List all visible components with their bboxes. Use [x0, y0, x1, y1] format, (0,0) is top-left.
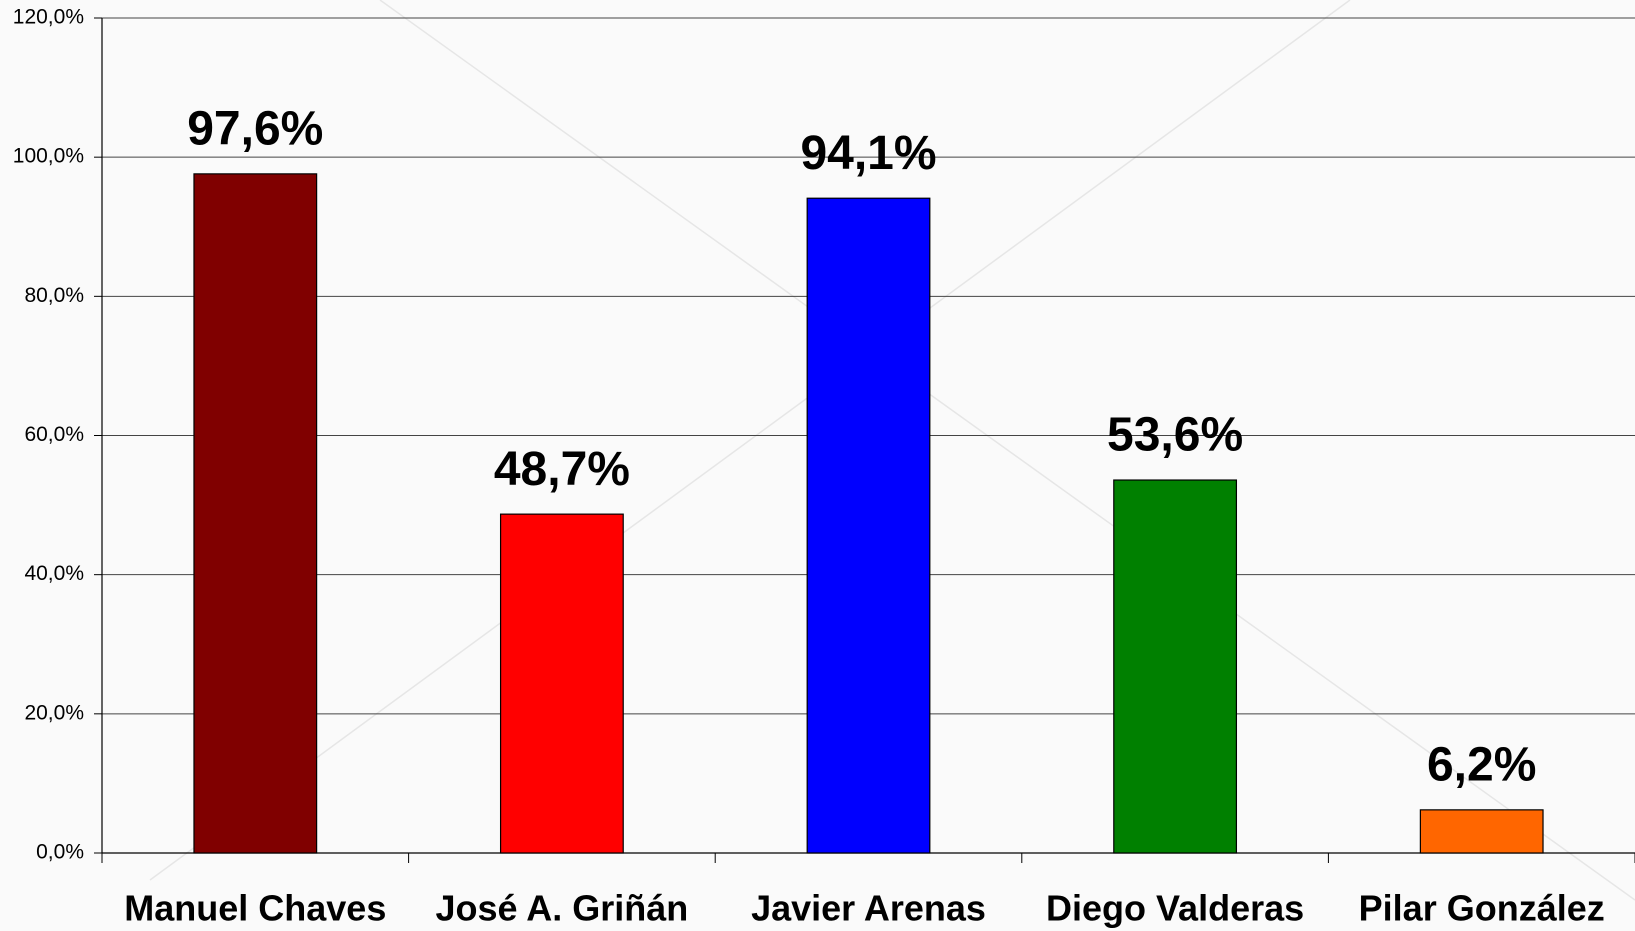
value-label: 97,6%: [187, 103, 323, 156]
bar: [193, 173, 318, 854]
x-tick-label: Pilar González: [1359, 888, 1605, 929]
y-tick-label: 80,0%: [24, 284, 84, 307]
value-label: 6,2%: [1427, 739, 1536, 792]
y-tick-label: 120,0%: [13, 6, 84, 29]
value-label: 53,6%: [1107, 409, 1243, 462]
y-tick-label: 20,0%: [24, 701, 84, 724]
y-tick-label: 100,0%: [13, 145, 84, 168]
bar: [499, 513, 624, 854]
bar: [1419, 809, 1544, 854]
x-tick-label: Diego Valderas: [1046, 888, 1304, 929]
value-label: 94,1%: [800, 127, 936, 180]
x-tick-label: José A. Griñán: [436, 888, 689, 929]
bar: [806, 197, 931, 854]
x-tick-label: Manuel Chaves: [124, 888, 386, 929]
x-tick-label: Javier Arenas: [751, 888, 986, 929]
value-label: 48,7%: [494, 443, 630, 496]
bar: [1113, 479, 1238, 854]
y-tick-label: 60,0%: [24, 423, 84, 446]
y-tick-label: 0,0%: [36, 841, 84, 864]
background-decoration: [149, 0, 1351, 881]
y-tick-label: 40,0%: [24, 562, 84, 585]
background-decoration: [379, 0, 1635, 901]
